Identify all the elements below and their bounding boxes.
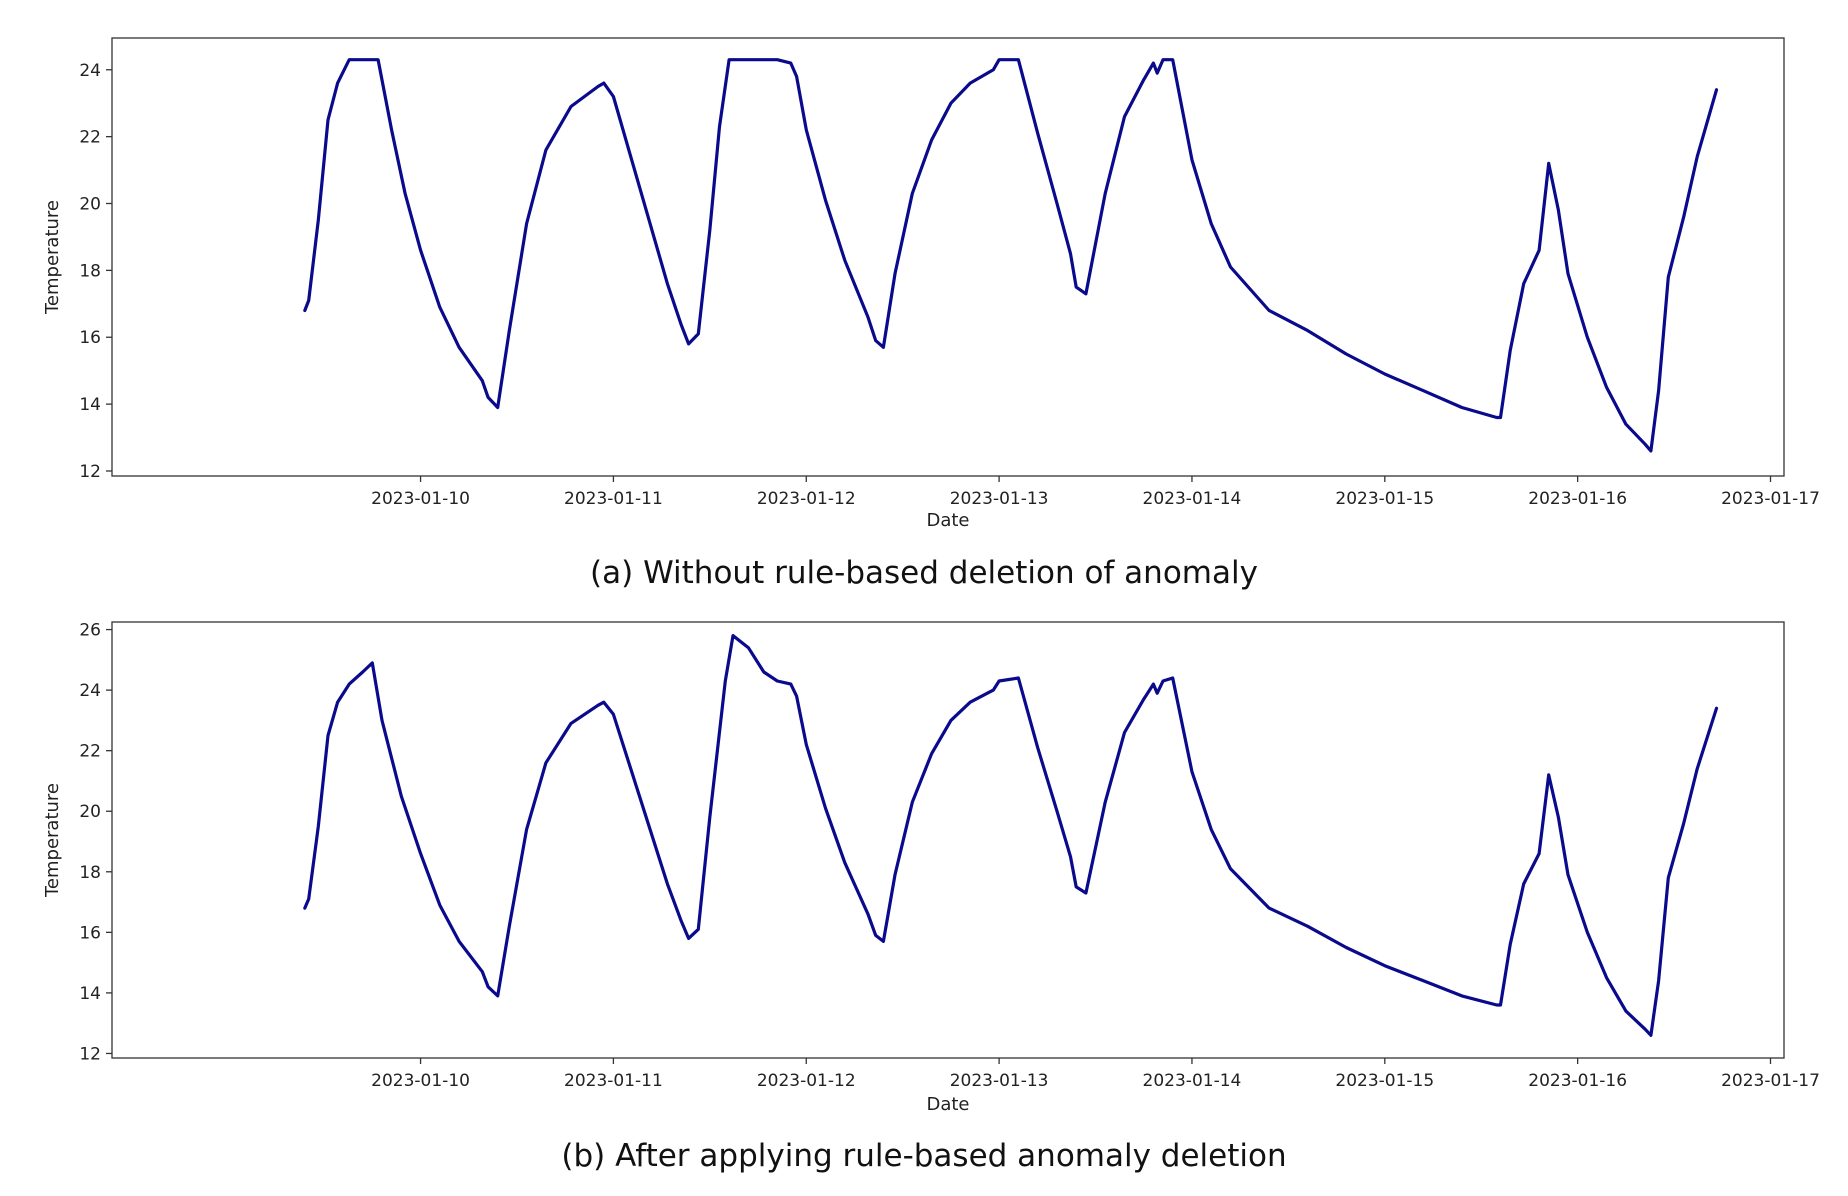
y-axis-label: Temperature xyxy=(42,783,63,898)
x-tick-label: 2023-01-13 xyxy=(950,1071,1049,1091)
x-tick-label: 2023-01-10 xyxy=(371,489,470,509)
y-tick-label: 24 xyxy=(79,681,101,701)
y-tick-label: 12 xyxy=(79,462,101,482)
x-tick-label: 2023-01-16 xyxy=(1528,1071,1627,1091)
x-tick-label: 2023-01-14 xyxy=(1143,489,1242,509)
y-tick-label: 16 xyxy=(79,328,101,348)
y-tick-label: 22 xyxy=(79,742,101,762)
x-tick-label: 2023-01-17 xyxy=(1721,1071,1820,1091)
x-tick-label: 2023-01-14 xyxy=(1143,1071,1242,1091)
y-tick-label: 26 xyxy=(79,621,101,641)
y-tick-label: 24 xyxy=(79,61,101,81)
x-axis-label: Date xyxy=(926,1094,969,1115)
x-tick-label: 2023-01-11 xyxy=(564,489,663,509)
x-tick-label: 2023-01-11 xyxy=(564,1071,663,1091)
y-tick-label: 12 xyxy=(79,1044,101,1064)
y-tick-label: 14 xyxy=(79,395,101,415)
x-tick-label: 2023-01-12 xyxy=(757,489,856,509)
y-tick-label: 22 xyxy=(79,128,101,148)
chart-b: 12 14 16 18 20 22 24 26 2023-01-10 2023-01-11 2023… xyxy=(42,621,1820,1174)
y-tick-label: 18 xyxy=(79,863,101,883)
y-tick-label: 14 xyxy=(79,984,101,1004)
y-tick-label: 20 xyxy=(79,195,101,215)
x-tick-label: 2023-01-17 xyxy=(1721,489,1820,509)
x-tick-label: 2023-01-15 xyxy=(1335,1071,1434,1091)
y-axis-label: Temperature xyxy=(42,200,63,315)
x-tick-label: 2023-01-15 xyxy=(1335,489,1434,509)
x-axis-label: Date xyxy=(926,510,969,531)
y-tick-label: 18 xyxy=(79,261,101,281)
y-tick-label: 16 xyxy=(79,923,101,943)
series-line-temperature xyxy=(303,58,1719,453)
plot-frame xyxy=(111,621,1785,1059)
y-tick-label: 20 xyxy=(79,802,101,822)
x-tick-label: 2023-01-12 xyxy=(757,1071,856,1091)
x-tick-label: 2023-01-13 xyxy=(950,489,1049,509)
chart-caption: (a) Without rule-based deletion of anoma… xyxy=(590,555,1258,591)
x-tick-label: 2023-01-16 xyxy=(1528,489,1627,509)
chart-caption: (b) After applying rule-based anomaly de… xyxy=(561,1138,1286,1174)
series-line-temperature xyxy=(303,634,1719,1037)
x-tick-label: 2023-01-10 xyxy=(371,1071,470,1091)
plot-frame xyxy=(111,37,1785,477)
chart-a: 12 14 16 18 20 22 24 2023-01-10 2023-01-11 2023-0… xyxy=(42,37,1820,591)
